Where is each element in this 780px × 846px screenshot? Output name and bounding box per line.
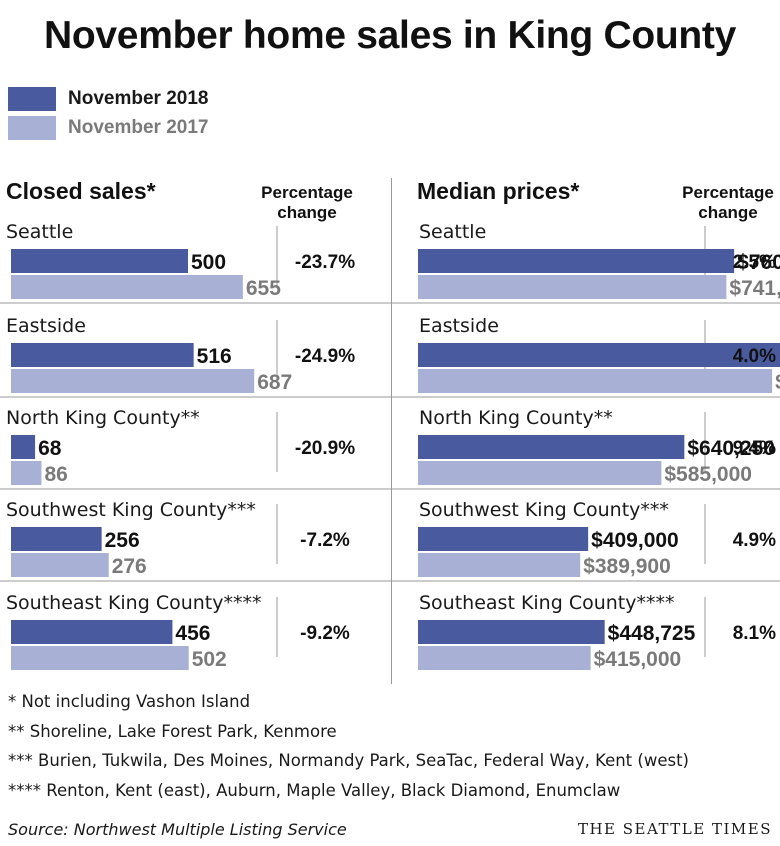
closed-sales-category-label: North King County** (6, 407, 200, 429)
median-prices-value-label-2017: $585,000 (664, 463, 752, 486)
legend-label-2017: November 2017 (68, 117, 209, 138)
median-prices-bar-2018 (418, 343, 780, 367)
closed-sales-bar-2018 (11, 249, 188, 273)
footnote-3: *** Burien, Tukwila, Des Moines, Normand… (8, 751, 689, 770)
closed-sales-bar-2017 (11, 553, 109, 577)
median-prices-pct-heading-line1: Percentage (682, 183, 774, 202)
closed-sales-bar-2017 (11, 646, 189, 670)
closed-sales-value-label-2017: 655 (246, 277, 281, 300)
panel-divider (391, 178, 392, 684)
median-prices-bar-2018 (418, 435, 685, 459)
closed-sales-bar-2017 (11, 369, 255, 393)
median-prices-pct-change: 8.1% (733, 623, 776, 644)
closed-sales-value-label-2018: 516 (197, 345, 232, 368)
closed-sales-value-label-2017: 276 (112, 555, 147, 578)
median-prices-value-label-2018: $409,000 (591, 529, 679, 552)
median-prices-bar-2017 (418, 461, 662, 485)
chart-title: November home sales in King County (44, 14, 736, 57)
closed-sales-pct-change: -20.9% (295, 438, 355, 459)
median-prices-value-label-2017: $741,352 (729, 277, 780, 300)
median-prices-bar-2017 (418, 369, 773, 393)
median-prices-heading: Median prices* (417, 178, 580, 204)
closed-sales-pct-change: -7.2% (300, 530, 350, 551)
closed-sales-value-label-2018: 456 (175, 622, 210, 645)
median-prices-pct-heading-line2: change (698, 203, 758, 222)
closed-sales-pct-heading-line2: change (277, 203, 337, 222)
closed-sales-bar-2018 (11, 620, 173, 644)
closed-sales-value-label-2017: 687 (257, 371, 292, 394)
closed-sales-pct-change: -9.2% (300, 623, 350, 644)
median-prices-pct-change: 4.9% (733, 530, 776, 551)
median-prices-pct-heading: Percentage change (673, 183, 780, 223)
median-prices-bar-2017 (418, 553, 581, 577)
footnote-2: ** Shoreline, Lake Forest Park, Kenmore (8, 722, 337, 741)
median-prices-value-label-2017: $389,900 (583, 555, 671, 578)
closed-sales-category-label: Seattle (6, 221, 73, 243)
closed-sales-bar-2017 (11, 275, 243, 299)
closed-sales-pct-heading-line1: Percentage (261, 183, 353, 202)
closed-sales-bar-2018 (11, 527, 102, 551)
brand-logo: THE SEATTLE TIMES (577, 820, 772, 838)
closed-sales-pct-change: -24.9% (295, 346, 355, 367)
median-prices-value-label-2017: $415,000 (594, 648, 682, 671)
legend-swatch-2017 (8, 116, 56, 140)
median-prices-value-label-2018: $640,250 (687, 437, 775, 460)
median-prices-category-label: Southwest King County*** (419, 499, 669, 521)
closed-sales-category-label: Southwest King County*** (6, 499, 256, 521)
footnote-1: * Not including Vashon Island (8, 692, 251, 711)
median-prices-bar-2018 (418, 620, 605, 644)
legend-item-2017: November 2017 (8, 115, 208, 141)
median-prices-pct-change: 4.0% (733, 346, 776, 367)
median-prices-category-label: North King County** (419, 407, 613, 429)
closed-sales-value-label-2017: 502 (192, 648, 227, 671)
closed-sales-value-label-2017: 86 (44, 463, 67, 486)
median-prices-category-label: Eastside (419, 315, 499, 337)
closed-sales-category-label: Southeast King County**** (6, 592, 262, 614)
source-note: Source: Northwest Multiple Listing Servi… (8, 820, 347, 839)
median-prices-bar-2017 (418, 275, 727, 299)
closed-sales-bar-2017 (11, 461, 42, 485)
median-prices-value-label-2018: $448,725 (608, 622, 696, 645)
footnote-4: **** Renton, Kent (east), Auburn, Maple … (8, 781, 621, 800)
median-prices-category-label: Southeast King County**** (419, 592, 675, 614)
median-prices-pct-change: 2.5% (733, 252, 776, 273)
legend-label-2018: November 2018 (68, 88, 209, 109)
legend-swatch-2018 (8, 87, 56, 111)
closed-sales-heading: Closed sales* (6, 178, 156, 204)
median-prices-value-label-2018: $760,000 (737, 251, 780, 274)
median-prices-bar-2018 (418, 249, 735, 273)
median-prices-bar-2017 (418, 646, 591, 670)
closed-sales-value-label-2018: 68 (38, 437, 62, 460)
closed-sales-bar-2018 (11, 435, 36, 459)
median-prices-pct-change: 9.4% (733, 438, 776, 459)
median-prices-bar-2018 (418, 527, 589, 551)
closed-sales-pct-change: -23.7% (295, 252, 355, 273)
median-prices-value-label-2017: $851,201 (775, 371, 780, 394)
closed-sales-pct-heading: Percentage change (252, 183, 362, 223)
legend-item-2018: November 2018 (8, 86, 208, 112)
closed-sales-category-label: Eastside (6, 315, 86, 337)
median-prices-category-label: Seattle (419, 221, 486, 243)
closed-sales-value-label-2018: 500 (191, 251, 226, 274)
closed-sales-value-label-2018: 256 (105, 529, 140, 552)
closed-sales-bar-2018 (11, 343, 194, 367)
